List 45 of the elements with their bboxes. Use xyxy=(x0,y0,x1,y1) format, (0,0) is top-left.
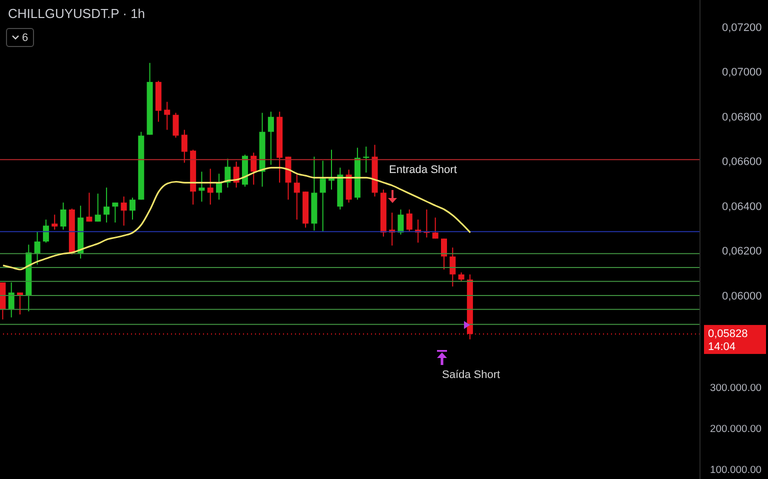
candlestick xyxy=(52,214,58,230)
candlestick xyxy=(112,202,118,223)
text: 300.000.00 xyxy=(710,383,762,394)
text: 200.000.00 xyxy=(710,424,762,435)
annotation: Saída Short xyxy=(442,369,500,381)
candlestick xyxy=(320,160,326,232)
candlestick xyxy=(398,209,404,236)
candlestick xyxy=(216,173,222,200)
y-tick-label: 0,07000 xyxy=(722,66,762,79)
annotation: Entrada Short xyxy=(389,164,457,176)
candlestick xyxy=(440,238,447,270)
candlestick xyxy=(250,152,257,186)
y-tick-label: 0,06400 xyxy=(722,200,762,213)
annotation: 6 xyxy=(22,32,28,44)
candlestick xyxy=(94,193,101,222)
y-tick-label: 0,07200 xyxy=(722,22,762,34)
candlestick xyxy=(450,247,456,288)
candlestick xyxy=(164,101,170,130)
candlestick xyxy=(458,272,464,282)
candlestick xyxy=(129,197,136,220)
candlestick xyxy=(181,129,188,164)
candlestick xyxy=(8,282,14,318)
y-tick-label: 0,06600 xyxy=(722,156,762,168)
candlestick xyxy=(294,174,300,220)
candlestick xyxy=(86,192,92,222)
ref-line-label: 0,05828 xyxy=(708,328,748,340)
candlestick xyxy=(268,111,274,166)
text: 100.000.00 xyxy=(710,465,762,476)
y-tick-label: 0,06800 xyxy=(722,111,762,124)
text: 14:04 xyxy=(708,340,736,353)
candlestick xyxy=(60,202,66,230)
candlestick xyxy=(406,209,412,232)
candlestick xyxy=(104,187,110,223)
candlestick xyxy=(207,168,214,206)
y-tick-label: 0,06200 xyxy=(722,246,762,258)
candlestick xyxy=(198,171,205,202)
candlestick xyxy=(328,149,335,190)
text: CHILLGUYUSDT.P · 1h xyxy=(8,6,146,21)
candlestick xyxy=(120,196,127,226)
candlestick xyxy=(172,112,179,138)
candlestick xyxy=(42,219,49,244)
candlestick xyxy=(363,146,370,174)
candlestick xyxy=(432,217,438,240)
y-tick-label: 0,06000 xyxy=(722,290,762,302)
candlestick xyxy=(34,231,40,266)
